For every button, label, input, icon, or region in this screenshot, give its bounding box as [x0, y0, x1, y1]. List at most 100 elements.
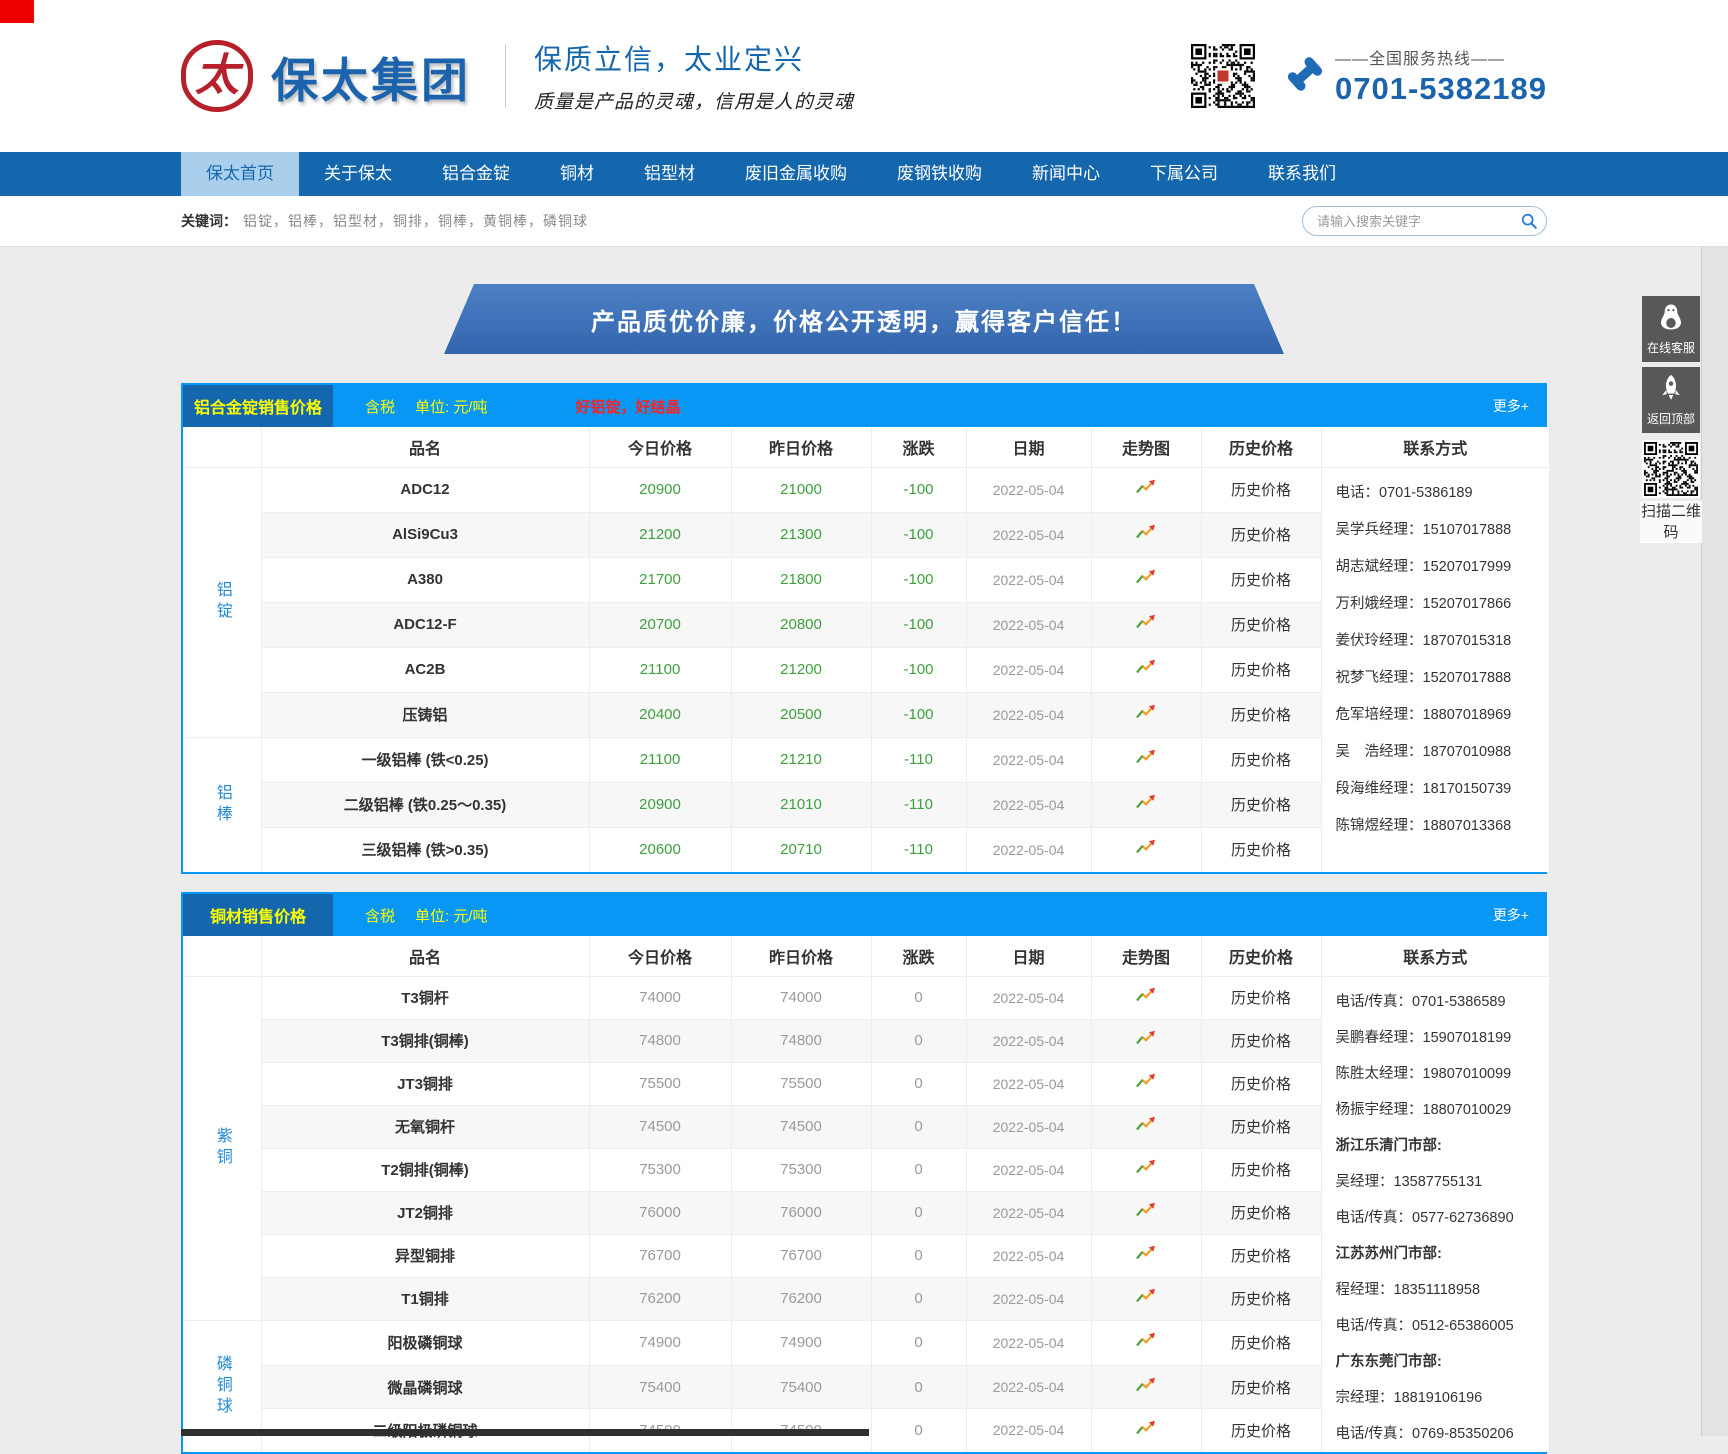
more-link[interactable]: 更多+: [1492, 398, 1529, 414]
price-table-grid: 品名 今日价格 昨日价格 涨跌 日期 走势图 历史价格 联系方式 铝锭 ADC12 20900 210…: [182, 426, 1550, 873]
history-price-link[interactable]: 历史价格: [1230, 617, 1291, 634]
history-price-link[interactable]: 历史价格: [1230, 572, 1291, 589]
nav-item-8[interactable]: 下属公司: [1150, 164, 1218, 183]
nav-item-1[interactable]: 关于保太: [324, 164, 392, 183]
keywords-bar: 关键词： 铝锭，铝棒，铝型材，铜排，铜棒，黄铜棒，磷铜球: [0, 196, 1728, 247]
price-change: 0: [870, 1408, 967, 1452]
trend-chart-icon[interactable]: [1135, 658, 1157, 676]
online-service-label: 在线客服: [1646, 341, 1695, 355]
trend-chart-icon[interactable]: [1135, 1201, 1157, 1219]
price-date: 2022-05-04: [965, 1061, 1092, 1106]
column-header: 昨日价格: [730, 426, 872, 468]
trend-chart-icon[interactable]: [1135, 1287, 1157, 1305]
history-price-link[interactable]: 历史价格: [1230, 1379, 1291, 1397]
trend-chart-icon[interactable]: [1135, 478, 1157, 496]
price-date: 2022-05-04: [965, 601, 1092, 648]
history-price-link[interactable]: 历史价格: [1230, 990, 1291, 1007]
contact-line: 杨振宇经理：18807010029: [1335, 1101, 1512, 1118]
history-price-link[interactable]: 历史价格: [1230, 797, 1291, 814]
column-header: 历史价格: [1200, 426, 1322, 468]
trend-chart-icon[interactable]: [1135, 1376, 1157, 1394]
trend-chart-icon[interactable]: [1135, 703, 1157, 721]
trend-chart-icon[interactable]: [1135, 748, 1157, 766]
trend-chart-icon[interactable]: [1135, 523, 1157, 541]
yesterday-price: 21210: [730, 736, 872, 783]
column-header: 历史价格: [1200, 935, 1322, 977]
trend-chart-icon[interactable]: [1135, 793, 1157, 811]
yesterday-price: 74500: [730, 1104, 872, 1149]
product-name: AC2B: [260, 646, 590, 693]
trend-chart-icon[interactable]: [1135, 838, 1157, 856]
more-link[interactable]: 更多+: [1492, 907, 1529, 923]
search-input[interactable]: [1303, 213, 1512, 229]
page-scrollbar[interactable]: [1701, 246, 1728, 1436]
trend-chart-icon[interactable]: [1135, 1244, 1157, 1262]
price-date: 2022-05-04: [965, 511, 1092, 558]
table-row: A380 21700 21800 -100 2022-05-04 历史价格: [183, 556, 1549, 603]
keywords-text: 铝锭，铝棒，铝型材，铜排，铜棒，黄铜棒，磷铜球: [243, 213, 588, 229]
history-price-link[interactable]: 历史价格: [1230, 752, 1291, 769]
nav-item-6[interactable]: 废钢铁收购: [897, 164, 982, 183]
product-name: 阳极磷铜球: [260, 1319, 590, 1366]
price-date: 2022-05-04: [965, 1233, 1092, 1278]
product-name: 微晶磷铜球: [260, 1365, 590, 1409]
history-price-link[interactable]: 历史价格: [1230, 1248, 1291, 1265]
table-row: T1铜排 76200 76200 0 2022-05-04 历史价格: [183, 1276, 1549, 1321]
trend-cell: [1090, 1408, 1202, 1452]
trend-chart-icon[interactable]: [1135, 1029, 1157, 1047]
promo-banner: 产品质优价廉，价格公开透明，赢得客户信任！: [444, 284, 1284, 354]
nav-item-4[interactable]: 铝型材: [644, 164, 695, 183]
price-date: 2022-05-04: [965, 1408, 1092, 1452]
trend-chart-icon[interactable]: [1135, 1072, 1157, 1090]
column-header: 品名: [260, 426, 590, 468]
nav-item-7[interactable]: 新闻中心: [1032, 164, 1100, 183]
column-header: 品名: [260, 935, 590, 977]
yesterday-price: 76700: [730, 1233, 872, 1278]
history-price-link[interactable]: 历史价格: [1230, 662, 1291, 679]
trend-chart-icon[interactable]: [1135, 1331, 1157, 1349]
history-price-link[interactable]: 历史价格: [1230, 1335, 1291, 1353]
price-date: 2022-05-04: [965, 826, 1092, 873]
search-button[interactable]: [1512, 207, 1546, 235]
trend-chart-icon[interactable]: [1135, 613, 1157, 631]
nav-item-3[interactable]: 铜材: [560, 164, 594, 183]
history-cell: 历史价格: [1200, 1365, 1322, 1409]
history-cell: 历史价格: [1200, 1104, 1322, 1149]
price-change: 0: [870, 1365, 967, 1409]
trend-chart-icon[interactable]: [1135, 1158, 1157, 1176]
history-price-link[interactable]: 历史价格: [1230, 1422, 1291, 1440]
history-price-link[interactable]: 历史价格: [1230, 1205, 1291, 1222]
nav-item-0[interactable]: 保太首页: [181, 152, 299, 196]
today-price: 20400: [588, 691, 732, 738]
history-price-link[interactable]: 历史价格: [1230, 842, 1291, 860]
history-price-link[interactable]: 历史价格: [1230, 1033, 1291, 1050]
footer-strip: [181, 1429, 869, 1436]
contact-line: 浙江乐清门市部:: [1335, 1137, 1442, 1154]
history-price-link[interactable]: 历史价格: [1230, 1119, 1291, 1136]
trend-chart-icon[interactable]: [1135, 568, 1157, 586]
nav-item-9[interactable]: 联系我们: [1268, 164, 1336, 183]
history-price-link[interactable]: 历史价格: [1230, 527, 1291, 544]
column-header: 联系方式: [1320, 935, 1550, 977]
wechat-qr-code: [1191, 44, 1256, 108]
trend-chart-icon[interactable]: [1135, 1419, 1157, 1437]
nav-item-2[interactable]: 铝合金锭: [442, 164, 510, 183]
contact-info-cell: 电话：0701-5386189 吴学兵经理：15107017888 胡志斌经理：15…: [1320, 466, 1550, 873]
hotline: ——全国服务热线—— 0701-5382189: [1285, 45, 1547, 107]
history-price-link[interactable]: 历史价格: [1230, 1291, 1291, 1308]
column-header: 涨跌: [870, 426, 967, 468]
history-price-link[interactable]: 历史价格: [1230, 707, 1291, 724]
history-price-link[interactable]: 历史价格: [1230, 482, 1291, 499]
history-price-link[interactable]: 历史价格: [1230, 1076, 1291, 1093]
column-header: 日期: [965, 426, 1092, 468]
header-divider: [505, 44, 506, 108]
today-price: 20600: [588, 826, 732, 873]
trend-chart-icon[interactable]: [1135, 1115, 1157, 1133]
nav-item-5[interactable]: 废旧金属收购: [745, 164, 847, 183]
product-name: T1铜排: [260, 1276, 590, 1321]
logo[interactable]: 太 保太集团: [181, 40, 471, 112]
online-service-button[interactable]: 在线客服: [1642, 296, 1700, 362]
history-price-link[interactable]: 历史价格: [1230, 1162, 1291, 1179]
back-to-top-button[interactable]: 返回顶部: [1642, 367, 1700, 433]
trend-chart-icon[interactable]: [1135, 986, 1157, 1004]
